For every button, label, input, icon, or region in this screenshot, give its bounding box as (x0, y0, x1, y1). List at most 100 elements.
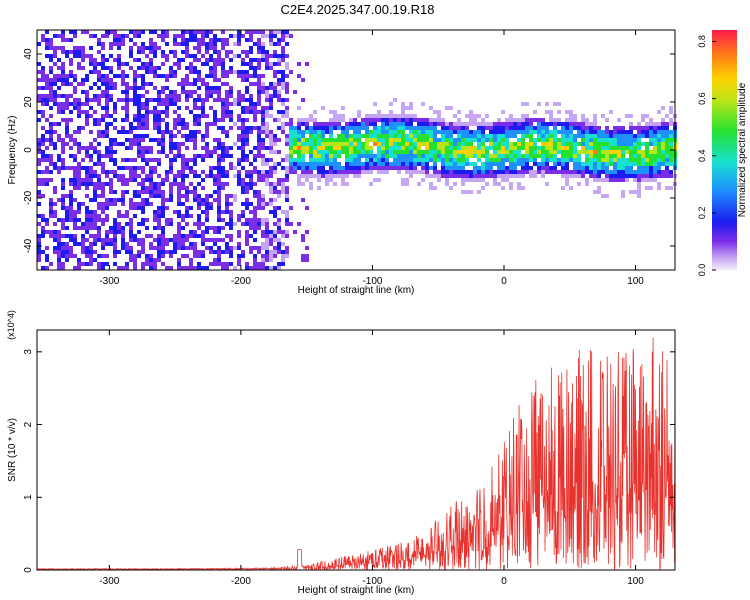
spectrogram-cell (201, 54, 205, 58)
spectrogram-cell (217, 218, 221, 222)
spectrogram-cell (413, 170, 417, 174)
spectrogram-cell (529, 170, 533, 174)
spectrogram-cell (85, 94, 89, 98)
spectrogram-cell (301, 166, 305, 170)
spectrogram-cell (261, 206, 265, 210)
spectrogram-cell (97, 62, 101, 66)
spectrogram-cell (413, 130, 417, 134)
spectrogram-cell (277, 230, 281, 234)
spectrogram-cell (109, 178, 113, 182)
spectrogram-cell (285, 174, 289, 178)
spectrogram-cell (449, 170, 453, 174)
spectrogram-cell (105, 242, 109, 246)
spectrogram-cell (617, 126, 621, 130)
spectrogram-cell (213, 138, 217, 142)
spectrogram-cell (453, 130, 457, 134)
spectrogram-cell (145, 174, 149, 178)
spectrogram-cell (365, 142, 369, 146)
spectrogram-cell (141, 222, 145, 226)
spectrogram-cell (201, 110, 205, 114)
spectrogram-cell (457, 118, 461, 122)
spectrogram-cell (121, 266, 125, 270)
spectrogram-cell (261, 170, 265, 174)
spectrogram-cell (61, 34, 65, 38)
spectrogram-cell (625, 130, 629, 134)
spectrogram-cell (577, 166, 581, 170)
spectrogram-cell (49, 234, 53, 238)
spectrogram-cell (333, 174, 337, 178)
spectrogram-cell (89, 182, 93, 186)
spectrogram-cell (613, 134, 617, 138)
spectrogram-cell (641, 170, 645, 174)
spectrogram-cell (117, 250, 121, 254)
spectrogram-cell (121, 90, 125, 94)
spectrogram-cell (69, 74, 73, 78)
spectrogram-cell (309, 158, 313, 162)
spectrogram-cell (501, 166, 505, 170)
spectrogram-cell (381, 170, 385, 174)
spectrogram-cell (417, 146, 421, 150)
spectrogram-cell (457, 162, 461, 166)
spectrogram-cell (365, 150, 369, 154)
spectrogram-cell (169, 166, 173, 170)
spectrogram-cell (73, 86, 77, 90)
spectrogram-cell (173, 38, 177, 42)
spectrogram-cell (353, 138, 357, 142)
spectrogram-cell (265, 130, 269, 134)
spectrogram-cell (273, 42, 277, 46)
spectrogram-cell (397, 126, 401, 130)
spectrogram-cell (245, 198, 249, 202)
spectrogram-cell (189, 94, 193, 98)
spectrogram-cell (253, 166, 257, 170)
spectrogram-cell (217, 86, 221, 90)
spectrogram-cell (373, 102, 377, 106)
spectrogram-cell (69, 218, 73, 222)
spectrogram-cell (429, 138, 433, 142)
spectrogram-cell (481, 150, 485, 154)
spectrogram-cell (477, 142, 481, 146)
spectrogram-cell (141, 106, 145, 110)
spectrogram-cell (45, 98, 49, 102)
spectrogram-cell (429, 186, 433, 190)
spectrogram-cell (461, 170, 465, 174)
spectrogram-cell (69, 234, 73, 238)
spectrogram-cell (37, 190, 41, 194)
spectrogram-cell (465, 150, 469, 154)
spectrogram-cell (229, 94, 233, 98)
spectrogram-cell (153, 30, 157, 34)
spectrogram-cell (509, 158, 513, 162)
spectrogram-cell (37, 222, 41, 226)
spectrogram-cell (361, 154, 365, 158)
spectrogram-cell (173, 94, 177, 98)
spectrogram-cell (253, 258, 257, 262)
spectrogram-cell (645, 158, 649, 162)
spectrogram-cell (137, 118, 141, 122)
spectrogram-cell (657, 150, 661, 154)
spectrogram-cell (65, 142, 69, 146)
spectrogram-cell (253, 154, 257, 158)
spectrogram-cell (241, 150, 245, 154)
spectrogram-cell (621, 178, 625, 182)
spectrogram-cell (417, 150, 421, 154)
spectrogram-cell (137, 174, 141, 178)
spectrogram-cell (181, 34, 185, 38)
spectrogram-cell (373, 154, 377, 158)
spectrogram-cell (645, 154, 649, 158)
spectrogram-cell (77, 126, 81, 130)
spectrogram-cell (621, 190, 625, 194)
spectrogram-cell (273, 50, 277, 54)
spectrogram-cell (501, 138, 505, 142)
spectrogram-cell (309, 150, 313, 154)
spectrogram-cell (225, 242, 229, 246)
spectrogram-cell (201, 98, 205, 102)
spectrogram-cell (277, 266, 281, 270)
spectrogram-cell (285, 74, 289, 78)
spectrogram-cell (353, 118, 357, 122)
spectrogram-cell (649, 174, 653, 178)
spectrogram-cell (69, 206, 73, 210)
spectrogram-cell (177, 142, 181, 146)
spectrogram-cell (141, 74, 145, 78)
spectrogram-cell (269, 34, 273, 38)
spectrogram-cell (169, 138, 173, 142)
spectrogram-cell (481, 162, 485, 166)
